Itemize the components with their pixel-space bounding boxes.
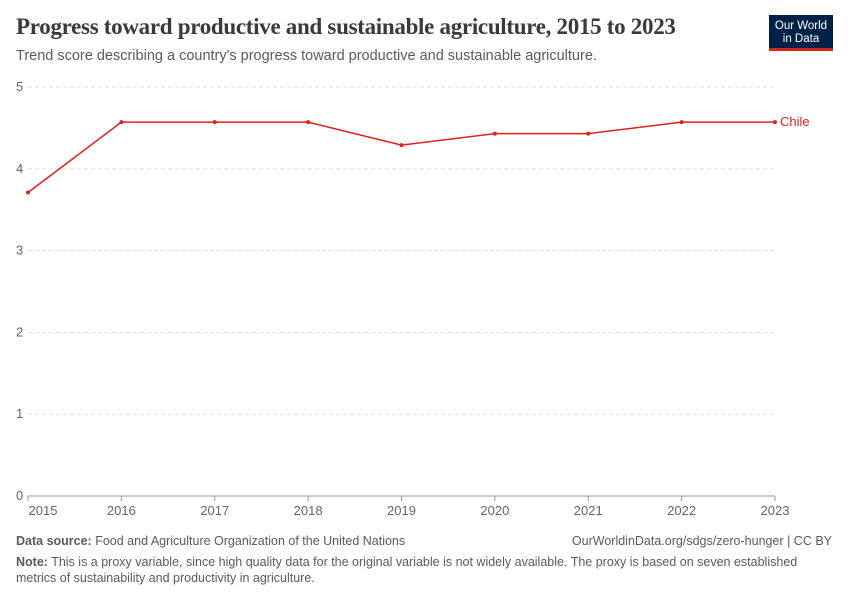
chart-title: Progress toward productive and sustainab… — [16, 14, 676, 39]
y-tick-label: 4 — [16, 161, 23, 176]
series-label: Chile — [780, 114, 810, 129]
data-point — [306, 120, 311, 125]
data-point — [492, 131, 497, 136]
series-line — [27, 121, 775, 194]
owid-logo[interactable]: Our World in Data — [769, 15, 833, 51]
y-tick-label: 2 — [16, 324, 23, 339]
x-tick-label: 2018 — [294, 503, 323, 518]
data-point — [212, 120, 217, 125]
y-tick-label: 1 — [16, 406, 23, 421]
x-tick-label: 2016 — [107, 503, 136, 518]
data-point — [119, 120, 124, 125]
line-chart: 0 1 2 3 4 5 2015 2016 2017 2018 2019 2020 2021 2022 20… — [16, 79, 810, 518]
note: Note: This is a proxy variable, since hi… — [16, 555, 798, 585]
x-tick-label: 2020 — [480, 503, 509, 518]
data-point — [399, 143, 404, 148]
x-tick-label: 2022 — [667, 503, 696, 518]
data-source: Data source: Food and Agriculture Organi… — [16, 534, 406, 548]
x-tick-label: 2021 — [574, 503, 603, 518]
y-tick-label: 3 — [16, 243, 23, 258]
x-tick-label: 2023 — [761, 503, 790, 518]
data-point — [679, 120, 684, 125]
y-tick-label: 0 — [16, 488, 23, 503]
x-tick-label: 2019 — [387, 503, 416, 518]
y-tick-label: 5 — [16, 79, 23, 94]
chart-subtitle: Trend score describing a country's progr… — [16, 48, 597, 64]
data-point — [26, 190, 30, 195]
data-point — [586, 131, 591, 136]
data-point — [773, 120, 777, 125]
x-tick-label: 2017 — [200, 503, 229, 518]
x-tick-label: 2015 — [29, 503, 58, 518]
source-url[interactable]: OurWorldinData.org/sdgs/zero-hunger | CC… — [571, 534, 832, 548]
